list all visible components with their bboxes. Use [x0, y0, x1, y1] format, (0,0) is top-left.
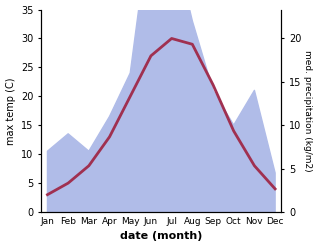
Y-axis label: max temp (C): max temp (C): [5, 77, 16, 144]
X-axis label: date (month): date (month): [120, 231, 203, 242]
Y-axis label: med. precipitation (kg/m2): med. precipitation (kg/m2): [303, 50, 313, 172]
